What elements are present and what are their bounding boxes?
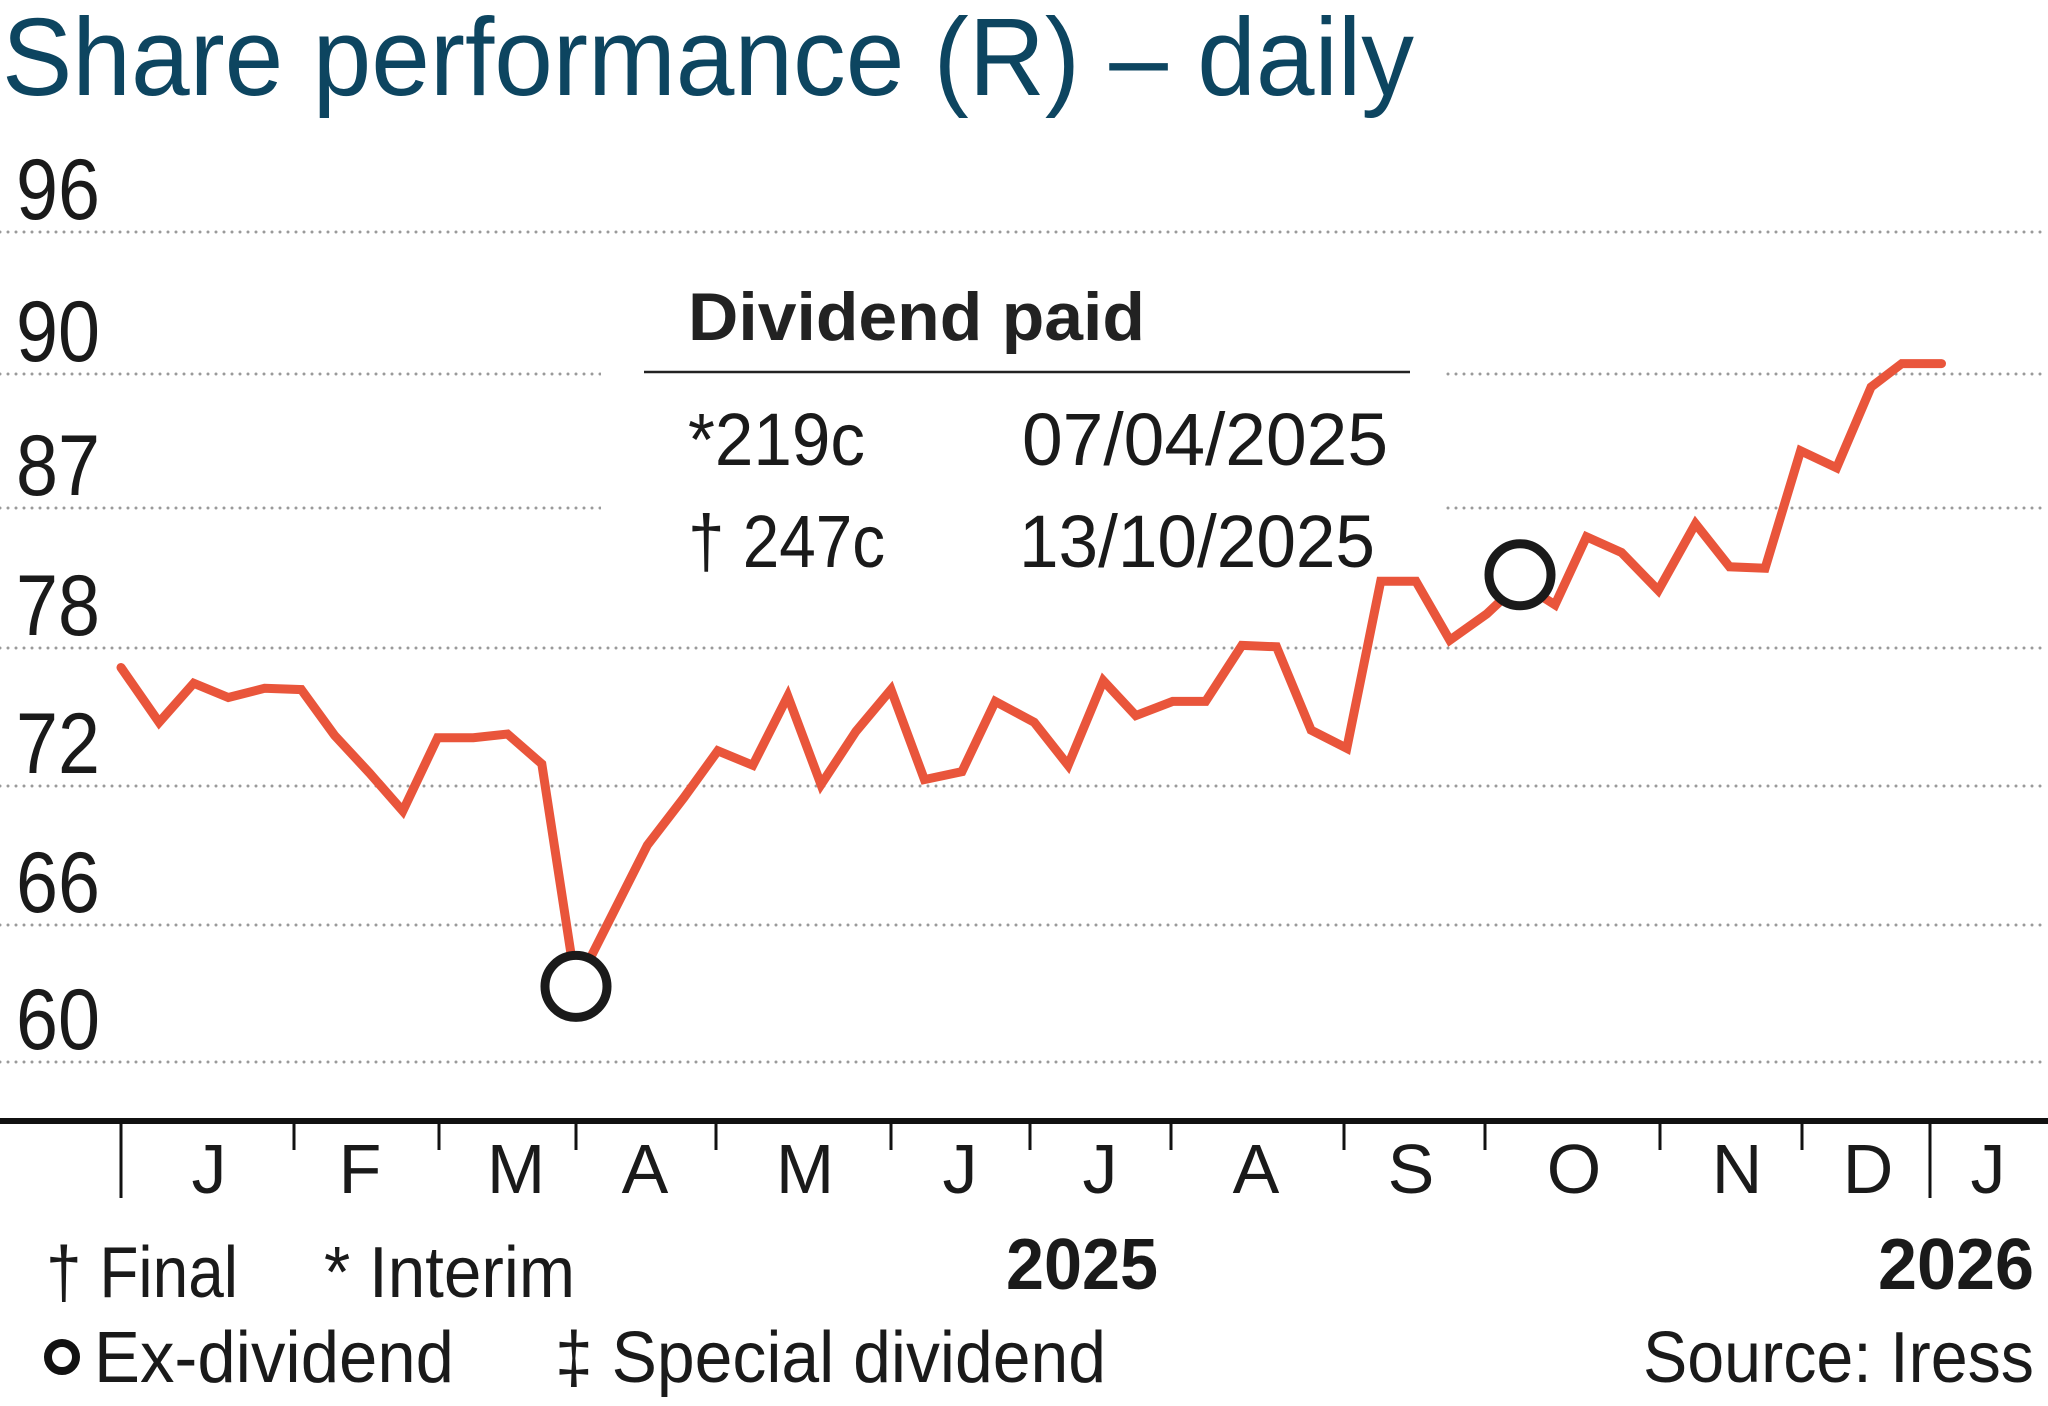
ex-dividend-legend-icon: [44, 1339, 80, 1375]
dividend-box-heading: Dividend paid: [688, 279, 1145, 355]
y-tick-label: 72: [16, 696, 100, 792]
chart-title: Share performance (R) – daily: [2, 0, 1414, 119]
source-note: Source: Iress: [1643, 1318, 2034, 1398]
x-month-label: A: [622, 1130, 669, 1208]
x-month-label: F: [339, 1130, 382, 1208]
x-axis-ticks: [119, 1121, 1932, 1198]
dividend-box-background: [601, 262, 1446, 560]
x-month-label: O: [1547, 1130, 1601, 1208]
year-label-2025: 2025: [1006, 1225, 1158, 1305]
y-tick-label: 60: [16, 972, 100, 1068]
dividend-date-interim: 07/04/2025: [1022, 398, 1388, 481]
y-tick-label: 78: [16, 558, 100, 654]
legend-interim: * Interim: [324, 1233, 575, 1313]
y-tick-label: 87: [16, 418, 100, 514]
y-axis-labels: 96 90 87 78 72 66 60: [16, 142, 100, 1068]
legend-final: † Final: [46, 1233, 238, 1313]
x-month-label: S: [1388, 1130, 1435, 1208]
year-label-2026: 2026: [1878, 1225, 2034, 1305]
ex-dividend-marker: [1484, 539, 1556, 611]
x-month-label: J: [192, 1130, 227, 1208]
x-month-label: N: [1712, 1130, 1763, 1208]
x-month-label: M: [776, 1130, 834, 1208]
y-tick-label: 90: [16, 284, 100, 380]
x-month-label: D: [1843, 1130, 1894, 1208]
dividend-amount-interim: *219c: [688, 398, 865, 481]
ex-dividend-marker: [540, 950, 612, 1022]
dividend-date-final: 13/10/2025: [1019, 500, 1375, 583]
legend-special-dividend: ‡ Special dividend: [555, 1318, 1106, 1398]
x-month-label: J: [1971, 1130, 2006, 1208]
y-tick-label: 66: [16, 835, 100, 931]
dividend-amount-final: † 247c: [688, 500, 885, 583]
x-month-label: J: [1083, 1130, 1118, 1208]
ex-dividend-markers: [540, 539, 1556, 1022]
price-line: [116, 359, 1946, 1001]
legend-ex-dividend: Ex-dividend: [94, 1318, 454, 1398]
price-series: [116, 359, 1946, 1001]
x-month-label: J: [943, 1130, 978, 1208]
x-month-label: M: [487, 1130, 545, 1208]
y-tick-label: 96: [16, 142, 100, 238]
dividend-paid-box: Dividend paid *219c 07/04/2025 † 247c 13…: [644, 279, 1410, 583]
x-month-label: A: [1233, 1130, 1280, 1208]
